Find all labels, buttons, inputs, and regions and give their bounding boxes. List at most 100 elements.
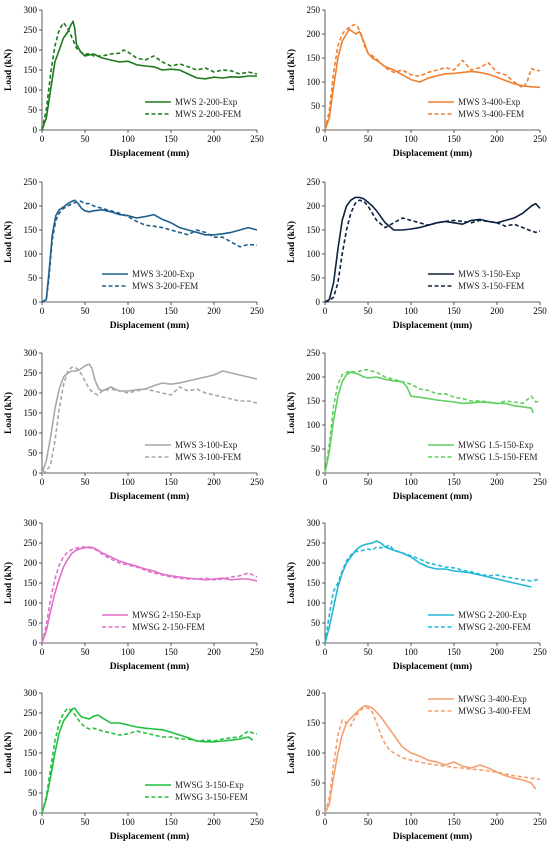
x-tick-label: 200 [490,647,504,657]
legend-label: MWS 3-200-FEM [132,281,198,291]
x-tick-label: 0 [40,306,45,316]
x-tick-label: 150 [447,477,461,487]
series-line-1 [324,544,541,644]
series-line-0 [41,20,257,131]
y-tick-label: 0 [316,297,321,307]
series-line-1 [41,21,258,131]
y-tick-label: 50 [28,448,38,458]
series-line-1 [324,707,541,814]
x-tick-label: 100 [404,817,418,827]
y-tick-label: 150 [307,225,321,235]
x-tick-label: 50 [81,647,91,657]
y-tick-label: 200 [24,728,38,738]
y-tick-label: 0 [316,125,321,135]
chart-panel-1: 0 50 100 150 200 250 0 50 100 150 200 250 Displaceme… [286,5,547,159]
y-tick-label: 250 [24,177,38,187]
y-tick-label: 0 [316,638,321,648]
x-tick-label: 200 [207,647,221,657]
x-tick-label: 100 [121,134,135,144]
series-line-0 [41,363,258,474]
x-tick-label: 200 [490,817,504,827]
series-line-0 [324,705,537,814]
x-tick-label: 100 [404,647,418,657]
y-tick-label: 200 [24,45,38,55]
y-tick-label: 250 [24,25,38,35]
chart-panel-3: 0 50 100 150 200 250 0 50 100 150 200 250 Displaceme… [286,177,547,331]
chart-panel-5: 0 50 100 150 200 250 0 50 100 150 200 250 Displaceme… [286,348,547,502]
x-axis-label: Displacement (mm) [393,320,472,331]
x-tick-label: 0 [40,817,45,827]
y-tick-label: 150 [307,396,321,406]
y-tick-label: 50 [311,101,321,111]
legend-label: MWS 3-200-Exp [132,269,195,279]
x-axis-label: Displacement (mm) [393,661,472,672]
series-line-1 [41,707,258,814]
legend-label: MWSG 1.5-150-FEM [458,452,538,462]
legend-label: MWS 3-100-FEM [175,452,241,462]
y-tick-label: 250 [307,5,321,15]
y-axis-label: Load (kN) [3,732,14,774]
y-axis-label: Load (kN) [286,732,297,774]
legend: MWS 3-400-Exp MWS 3-400-FEM [428,97,524,119]
y-tick-label: 100 [24,428,38,438]
series-line-0 [324,196,541,303]
chart-panel-8: 0 50 100 150 200 250 300 0 50 100 150 200 250 Displac… [3,688,264,842]
series-line-0 [41,707,254,814]
y-tick-label: 300 [24,688,38,698]
legend-label: MWS 3-150-Exp [458,269,521,279]
y-tick-label: 50 [311,444,321,454]
x-tick-label: 50 [81,134,91,144]
y-tick-label: 100 [307,598,321,608]
x-tick-label: 100 [121,817,135,827]
x-tick-label: 200 [207,817,221,827]
legend: MWS 3-200-Exp MWS 3-200-FEM [102,269,198,291]
x-tick-label: 250 [533,477,547,487]
x-tick-label: 100 [404,306,418,316]
series-line-1 [324,199,541,303]
legend: MWSG 2-150-Exp MWSG 2-150-FEM [102,610,205,632]
x-tick-label: 50 [364,306,374,316]
chart-panel-4: 0 50 100 150 200 250 300 0 50 100 150 200 250 Displac… [3,348,264,502]
y-tick-label: 0 [33,297,38,307]
x-axis-label: Displacement (mm) [110,661,189,672]
x-tick-label: 100 [121,477,135,487]
legend: MWS 3-150-Exp MWS 3-150-FEM [428,269,524,291]
x-tick-label: 150 [447,647,461,657]
y-axis-label: Load (kN) [3,49,14,91]
legend: MWS 2-200-Exp MWS 2-200-FEM [145,97,241,119]
x-axis-label: Displacement (mm) [110,320,189,331]
x-tick-label: 250 [250,647,264,657]
legend: MWSG 3-400-Exp MWSG 3-400-FEM [428,694,531,716]
legend-label: MWSG 3-400-FEM [458,706,531,716]
x-axis-label: Displacement (mm) [110,491,189,502]
y-tick-label: 50 [28,273,38,283]
x-tick-label: 0 [323,817,328,827]
chart-panel-0: 0 50 100 150 200 250 300 0 50 100 150 200 250 Displac… [3,5,264,159]
y-tick-label: 150 [307,718,321,728]
legend-label: MWSG 3-150-Exp [175,780,244,790]
y-tick-label: 100 [307,420,321,430]
x-tick-label: 50 [81,306,91,316]
x-tick-label: 50 [364,817,374,827]
y-tick-label: 0 [33,638,38,648]
y-tick-label: 100 [24,249,38,259]
series-line-0 [324,28,541,131]
legend-label: MWSG 3-400-Exp [458,694,527,704]
chart-panel-6: 0 50 100 150 200 250 300 0 50 100 150 200 250 Displac… [3,518,264,672]
x-axis-label: Displacement (mm) [393,148,472,159]
x-tick-label: 250 [533,134,547,144]
x-tick-label: 150 [447,306,461,316]
x-tick-label: 50 [81,817,91,827]
y-tick-label: 100 [24,85,38,95]
y-tick-label: 0 [33,468,38,478]
y-tick-label: 0 [33,125,38,135]
y-tick-label: 250 [307,538,321,548]
y-tick-label: 50 [311,618,321,628]
x-tick-label: 250 [533,647,547,657]
y-axis-label: Load (kN) [3,392,14,434]
y-tick-label: 50 [28,105,38,115]
x-tick-label: 200 [490,306,504,316]
y-tick-label: 150 [24,578,38,588]
x-tick-label: 100 [121,306,135,316]
